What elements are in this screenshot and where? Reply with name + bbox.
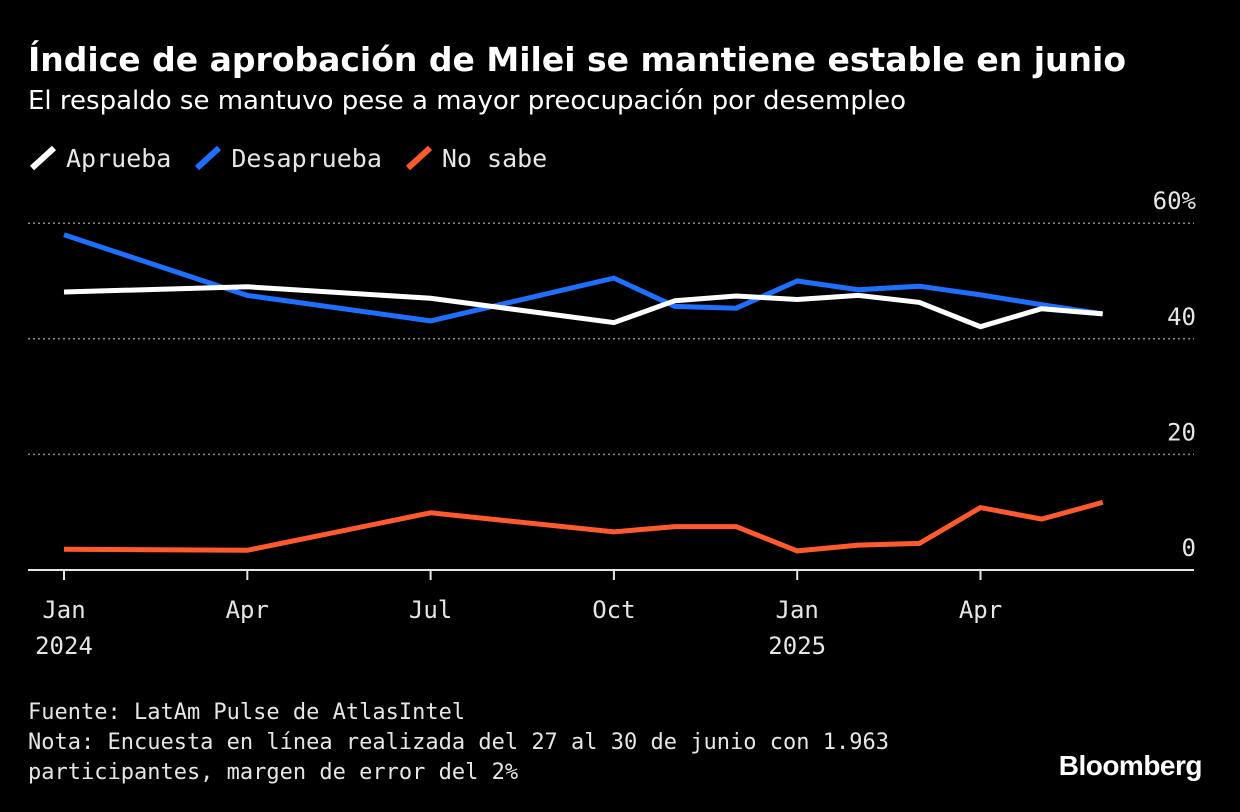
x-tick-label: Jan <box>42 596 85 624</box>
legend-label-aprueba: Aprueba <box>66 143 172 173</box>
chart-subtitle: El respaldo se mantuvo pese a mayor preo… <box>28 86 906 116</box>
y-axis-ticks: 0 20 40 60% <box>1153 187 1197 562</box>
x-tick-label: Oct <box>592 596 635 624</box>
x-tick-label: Apr <box>959 596 1002 624</box>
y-tick-label-40: 40 <box>1167 303 1196 331</box>
x-tick-label: Jul <box>409 596 452 624</box>
y-tick-label-20: 20 <box>1167 418 1196 446</box>
chart-title: Índice de aprobación de Milei se mantien… <box>28 40 1127 79</box>
legend-item-desaprueba: Desaprueba <box>193 144 382 173</box>
legend-swatch-aprueba <box>29 145 57 171</box>
series-line-desaprueba <box>63 232 1104 324</box>
x-tick-label: Jan <box>776 596 819 624</box>
footer: Fuente: LatAm Pulse de AtlasIntel Nota: … <box>28 698 889 788</box>
legend-swatch-desaprueba <box>195 145 222 171</box>
legend-label-no-sabe: No sabe <box>441 143 548 173</box>
x-tick-label: Apr <box>226 596 269 624</box>
bloomberg-logo: Bloomberg <box>1058 750 1203 781</box>
series-line-no-sabe <box>63 499 1104 554</box>
legend-swatch-no-sabe <box>405 145 432 171</box>
gridlines <box>28 222 1194 456</box>
legend-item-aprueba: Aprueba <box>28 144 171 173</box>
legend: Aprueba Desaprueba No sabe <box>28 140 569 176</box>
methodology-note-line-1: Nota: Encuesta en línea realizada del 27… <box>28 730 889 755</box>
methodology-note-line-2: participantes, margen de error del 2% <box>28 760 519 785</box>
x-tick-year-label: 2024 <box>35 632 93 660</box>
source-note: Fuente: LatAm Pulse de AtlasIntel <box>28 700 466 725</box>
y-tick-label-0: 0 <box>1182 534 1196 562</box>
series-lines <box>63 232 1104 554</box>
line-chart: 0 20 40 60% Jan 2024 Apr Jul Oct Jan 2025 Apr <box>28 187 1197 660</box>
x-axis: Jan 2024 Apr Jul Oct Jan 2025 Apr <box>28 569 1194 660</box>
legend-item-no-sabe: No sabe <box>404 144 547 173</box>
series-line-aprueba <box>63 284 1103 330</box>
y-tick-label-60: 60% <box>1153 187 1197 215</box>
x-tick-year-label: 2025 <box>768 632 826 660</box>
legend-label-desaprueba: Desaprueba <box>231 143 382 173</box>
